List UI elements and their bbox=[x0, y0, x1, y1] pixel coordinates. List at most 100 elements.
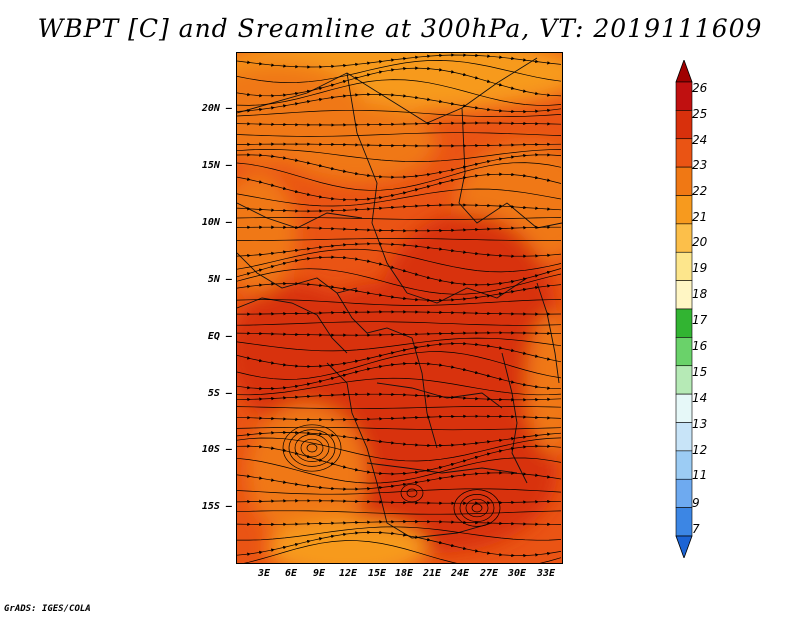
streamline bbox=[237, 188, 562, 207]
lat-label: 15S – bbox=[201, 501, 232, 512]
colorbar-label: 7 bbox=[692, 522, 700, 536]
streamline bbox=[237, 142, 562, 148]
colorbar-label: 24 bbox=[692, 133, 708, 147]
streamline bbox=[237, 121, 562, 127]
colorbar-swatch bbox=[675, 422, 693, 452]
colorbar-label: 11 bbox=[692, 468, 708, 482]
streamline bbox=[237, 488, 562, 495]
circulation-center bbox=[306, 443, 318, 453]
lon-label: 30E bbox=[507, 568, 527, 579]
colorbar-label: 19 bbox=[692, 261, 708, 275]
colorbar-swatch bbox=[675, 450, 693, 480]
colorbar-label: 14 bbox=[692, 391, 708, 405]
colorbar-label: 21 bbox=[692, 210, 708, 224]
lat-label: 5S – bbox=[207, 388, 232, 399]
streamline bbox=[237, 310, 562, 316]
circulation-center bbox=[288, 429, 336, 467]
colorbar-label: 26 bbox=[692, 81, 708, 95]
lat-label: 15N – bbox=[201, 160, 232, 171]
circulation-center bbox=[459, 494, 495, 522]
circulation-center bbox=[453, 489, 501, 527]
lon-label: 12E bbox=[338, 568, 358, 579]
colorbar bbox=[675, 60, 693, 558]
colorbar-swatch bbox=[675, 337, 693, 367]
circulation-center bbox=[282, 424, 342, 472]
circulation-center bbox=[465, 498, 489, 518]
colorbar-swatch bbox=[675, 308, 693, 338]
streamline bbox=[237, 331, 562, 337]
streamline bbox=[237, 530, 562, 558]
lon-label: 18E bbox=[394, 568, 414, 579]
colorbar-swatch bbox=[675, 365, 693, 395]
streamline bbox=[237, 281, 562, 303]
lat-label: 10N – bbox=[201, 217, 232, 228]
colorbar-swatch bbox=[675, 195, 693, 225]
lon-label: 24E bbox=[450, 568, 470, 579]
circulation-center bbox=[300, 438, 324, 458]
colorbar-label: 9 bbox=[692, 496, 700, 510]
wbpt-field-map bbox=[237, 53, 562, 563]
streamline bbox=[237, 321, 562, 326]
streamline bbox=[237, 471, 562, 491]
streamline bbox=[237, 430, 562, 448]
colorbar-label: 25 bbox=[692, 107, 708, 121]
colorbar-swatch bbox=[675, 110, 693, 140]
lon-label: 6E bbox=[284, 568, 298, 579]
colorbar-swatch bbox=[675, 166, 693, 196]
streamline bbox=[237, 132, 562, 137]
lon-label: 27E bbox=[479, 568, 499, 579]
colorbar-label: 23 bbox=[692, 158, 708, 172]
colorbar-swatch bbox=[675, 507, 693, 537]
streamline bbox=[237, 361, 562, 391]
colorbar-swatch bbox=[675, 393, 693, 423]
streamline bbox=[237, 426, 562, 431]
streamline bbox=[243, 540, 562, 563]
colorbar-swatch bbox=[675, 280, 693, 310]
colorbar-swatch bbox=[675, 138, 693, 168]
circulation-center bbox=[400, 483, 424, 503]
circulation-center bbox=[294, 434, 330, 462]
circulation-center bbox=[471, 503, 483, 513]
lon-label: 9E bbox=[312, 568, 326, 579]
lat-label: 5N – bbox=[207, 274, 232, 285]
colorbar-label: 16 bbox=[692, 339, 708, 353]
colorbar-label: 13 bbox=[692, 417, 708, 431]
lon-label: 15E bbox=[367, 568, 387, 579]
colorbar-swatch bbox=[675, 81, 693, 111]
streamline bbox=[237, 510, 562, 515]
map-panel[interactable] bbox=[236, 52, 563, 564]
colorbar-label: 18 bbox=[692, 287, 708, 301]
colorbar-label: 22 bbox=[692, 184, 708, 198]
streamline bbox=[237, 414, 562, 422]
streamline bbox=[237, 405, 562, 410]
colorbar-top-triangle bbox=[675, 60, 693, 83]
map-title: WBPT [C] and Sreamline at 300hPa, VT: 20… bbox=[37, 14, 763, 43]
lat-label: 10S – bbox=[201, 444, 232, 455]
colorbar-label: 20 bbox=[692, 235, 708, 249]
lon-label: 21E bbox=[422, 568, 442, 579]
colorbar-label: 12 bbox=[692, 443, 708, 457]
colorbar-swatch bbox=[675, 478, 693, 508]
streamlines bbox=[237, 53, 562, 563]
streamline bbox=[237, 499, 562, 505]
streamline bbox=[237, 392, 562, 402]
streamline bbox=[237, 109, 562, 118]
streamline bbox=[237, 299, 562, 306]
colorbar-label: 15 bbox=[692, 365, 708, 379]
circulation-center bbox=[406, 488, 418, 498]
streamline bbox=[237, 217, 562, 220]
colorbar-swatch bbox=[675, 251, 693, 281]
grads-credit: GrADS: IGES/COLA bbox=[4, 604, 91, 614]
colorbar-bottom-triangle bbox=[675, 535, 693, 558]
streamline bbox=[237, 172, 562, 202]
streamline bbox=[237, 92, 562, 114]
streamline bbox=[237, 225, 561, 233]
lat-label: EQ – bbox=[207, 331, 232, 342]
streamline bbox=[237, 238, 561, 241]
streamline bbox=[237, 203, 562, 213]
wbpt-shading bbox=[237, 53, 562, 563]
lon-label: 33E bbox=[536, 568, 556, 579]
colorbar-swatch bbox=[675, 223, 693, 253]
streamline bbox=[237, 519, 562, 527]
lat-label: 20N – bbox=[201, 103, 232, 114]
